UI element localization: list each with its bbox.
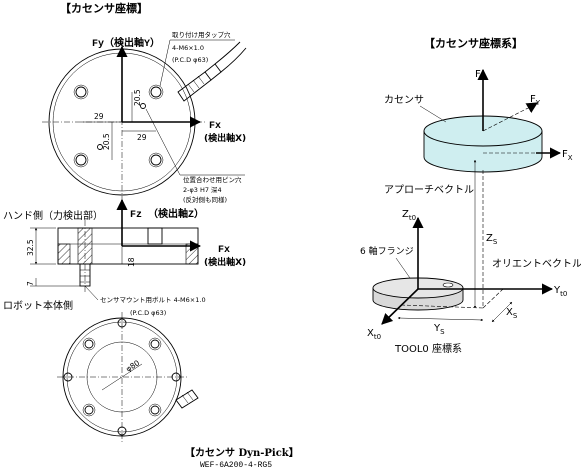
yt0-label: Yt0 [553,285,567,298]
zs-label: ZS [486,233,498,246]
pin-note-2: 2-φ3 H7 深4 [183,185,222,194]
side-view: ハンド側（力検出部） 32.5 7 18 [3,198,246,317]
fz-main: FZ [475,69,486,82]
dim-phi80: φ80 [124,358,141,374]
dim-20-5-b: 20.5 [102,133,111,150]
tap-note-1: 取り付け用タップ穴 [172,30,231,39]
zt0-label: Zt0 [402,209,416,222]
fx2-sub: (検出軸X) [204,256,246,268]
flange-label: 6 軸フランジ [360,245,414,257]
tool-label: TOOL0 座標系 [394,342,462,355]
sensor-label: カセンサ [384,94,424,106]
dim-20-5-a: 20.5 [133,89,142,106]
hand-side-label: ハンド側（力検出部） [3,209,103,222]
model-number: WEF-6A200-4-RG5 [200,461,272,470]
dim-32-5: 32.5 [26,239,35,256]
tap-holes [73,84,164,168]
cable-connector [177,41,247,102]
pin-note-1: 位置合わせ用ピン穴 [183,175,242,184]
fy-main: FY [530,94,541,107]
sensor-drawing: 【カセンサ座標】 20.5 29 29 20.5 [3,1,299,470]
ys-label: YS [433,323,445,336]
dim-18: 18 [127,257,136,267]
fx-sub: (検出軸X) [204,132,246,144]
dim-7: 7 [26,281,35,286]
xs-label: XS [506,307,518,320]
bolt-note-1: センサマウント用ボルト 4-M6×1.0 [100,296,206,304]
coordinate-diagram: 【カセンサ座標系】 FZ FY FX カセンサ アプローチベクトル Zt0 6 … [360,36,581,355]
fz-label: Fz （検出軸Z） [130,207,204,221]
left-title: 【カセンサ座標】 [60,1,148,15]
orient-label: オリエントベクトル [492,258,581,270]
approach-label: アプローチベクトル [384,184,474,196]
pin-note-3: (反対側も同様) [183,195,227,204]
tap-note-2: 4-M6×1.0 [172,44,204,52]
caption: 【カセンサ Dyn-Pick】 [185,446,299,459]
bottom-view: φ80 [57,312,199,442]
bolt-note-2: (P.C.D φ63) [130,309,166,317]
fy-label: Fy（検出軸Y） [92,36,160,50]
xt0-label: Xt0 [367,328,381,341]
fx-main: FX [562,149,573,162]
robot-side-label: ロボット本体側 [3,299,73,312]
top-view: 20.5 29 29 20.5 Fy（検出軸Y） Fx (検出軸X) 取り付け [42,30,247,205]
dim-29-b: 29 [137,133,147,142]
right-title: 【カセンサ座標系】 [424,36,523,50]
dim-29-a: 29 [94,112,104,121]
fx-label: Fx [209,121,221,132]
fx2-label: Fx [218,245,230,256]
tap-note-3: (P.C.D φ63) [172,56,208,64]
